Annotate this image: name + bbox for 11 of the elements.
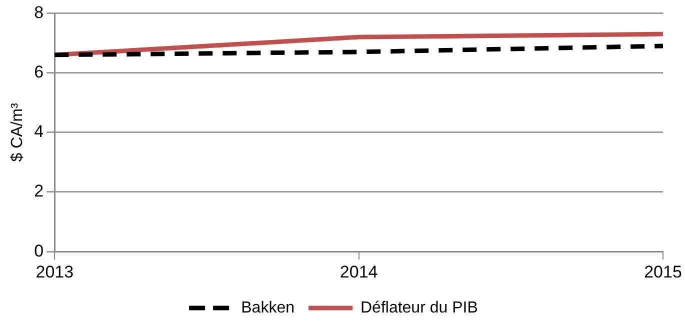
y-axis-title: $ CA/m³ bbox=[9, 102, 26, 162]
y-tick-label: 0 bbox=[34, 241, 44, 260]
legend-label: Déflateur du PIB bbox=[360, 299, 478, 316]
x-tick-label: 2014 bbox=[340, 262, 378, 282]
y-tick-label: 2 bbox=[34, 182, 44, 201]
y-tick-label: 4 bbox=[34, 122, 44, 142]
legend-label: Bakken bbox=[241, 299, 294, 316]
x-tick-label: 2015 bbox=[644, 262, 682, 282]
y-tick-label: 8 bbox=[34, 2, 44, 22]
x-tick-label: 2013 bbox=[36, 262, 74, 282]
y-tick-label: 6 bbox=[34, 62, 44, 82]
